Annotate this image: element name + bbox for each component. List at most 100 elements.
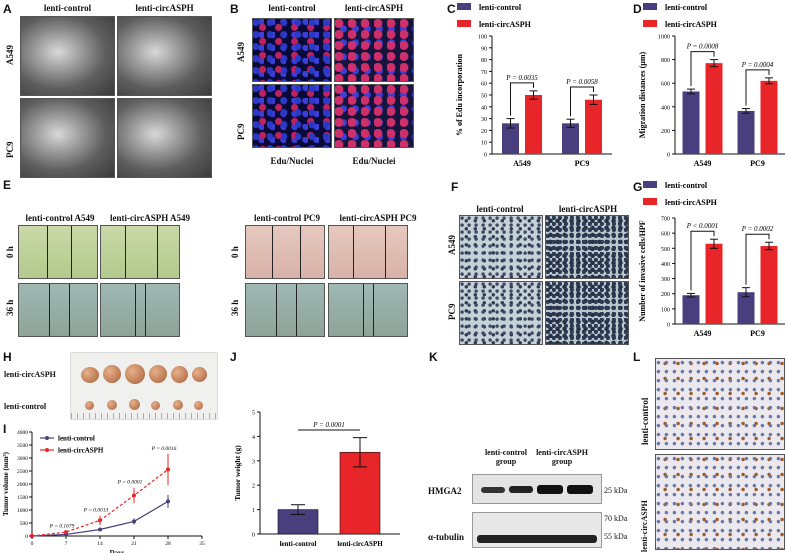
x-tick-label: PC9 xyxy=(750,159,765,168)
panel-letter-a: A xyxy=(3,2,12,16)
y-tick-label: 700 xyxy=(661,217,670,223)
y-tick-label: 0 xyxy=(484,153,487,159)
chart-c: 0 10 20 30 40 50 60 70 80 90 100 % of Edu incorpora… xyxy=(455,3,612,168)
legend-label: lenti-circASPH xyxy=(665,198,718,207)
y-tick-label: 3500 xyxy=(17,443,28,449)
y-tick-label: 5 xyxy=(252,411,255,417)
bar xyxy=(682,295,700,324)
data-point xyxy=(132,493,136,498)
panel-a-col-header: lenti-control xyxy=(43,3,92,13)
legend-swatch xyxy=(643,198,657,205)
panel-e-row-label: 0 h xyxy=(230,246,240,258)
panel-letter-l: L xyxy=(633,350,641,364)
legend-label: lenti-control xyxy=(479,3,522,12)
legend-label: lenti-control xyxy=(58,435,95,443)
bar xyxy=(705,63,723,154)
bar xyxy=(760,246,778,324)
legend-swatch xyxy=(643,20,657,27)
x-tick-label: lenti-control xyxy=(280,540,317,548)
bar xyxy=(502,123,519,154)
x-tick-label: PC9 xyxy=(750,329,765,338)
significance-bracket xyxy=(745,69,770,106)
p-value-label: P = 0.0002 xyxy=(741,225,774,233)
x-tick-label: A549 xyxy=(694,159,712,168)
wound-image xyxy=(100,225,180,279)
legend-label: lenti-control xyxy=(665,3,708,12)
transwell-image xyxy=(545,281,629,345)
p-value-label: P = 0.0013 xyxy=(83,508,109,514)
x-axis-label: Days xyxy=(110,549,125,553)
panel-b-caption: Edu/Nuclei xyxy=(352,156,396,166)
legend-label: lenti-circASPH xyxy=(58,447,104,455)
wound-image xyxy=(245,225,325,279)
significance-bracket xyxy=(745,233,770,285)
y-axis-label: Tumor weight (g) xyxy=(233,445,242,501)
bar xyxy=(705,243,723,324)
p-value-label: P = 0.0001 xyxy=(117,480,143,486)
x-tick-label: lenti-circASPH xyxy=(337,540,383,548)
y-tick-label: 10 xyxy=(481,141,487,147)
bar xyxy=(525,95,542,154)
y-tick-label: 600 xyxy=(661,82,670,88)
panel-f-col-header: lenti-circASPH xyxy=(558,204,618,214)
y-tick-label: 500 xyxy=(661,247,670,253)
chart-g: 0 100 200 300 400 500 600 700 Number of invasive… xyxy=(638,181,785,338)
y-tick-label: 2000 xyxy=(17,482,28,488)
p-value-label: P = 0.0008 xyxy=(686,43,719,51)
panel-letter-d: D xyxy=(633,2,642,16)
blot-tubulin xyxy=(472,512,602,548)
panel-letter-h: H xyxy=(3,350,12,364)
panel-letter-g: G xyxy=(633,180,643,194)
y-tick-label: 3 xyxy=(252,459,255,465)
sem-image xyxy=(117,16,212,96)
y-tick-label: 4 xyxy=(252,435,255,441)
y-tick-label: 0 xyxy=(667,153,670,159)
panel-letter-k: K xyxy=(429,350,438,364)
y-tick-label: 50 xyxy=(481,94,487,100)
panel-e-col-header: lenti-control A549 xyxy=(25,213,95,223)
tumor-photo xyxy=(70,352,218,420)
panel-e-col-header: lenti-circASPH A549 xyxy=(109,213,191,223)
panel-letter-b: B xyxy=(230,2,239,16)
panel-b-row-label: PC9 xyxy=(236,123,246,141)
panel-f-row-label: A549 xyxy=(447,235,457,255)
panel-h-row-label: lenti-control xyxy=(4,402,47,411)
data-point xyxy=(30,534,34,538)
panel-h-row-label: lenti-circASPH xyxy=(4,370,56,379)
significance-bracket xyxy=(570,86,594,117)
data-point xyxy=(98,518,102,523)
panel-k-group-label: lenti-control group xyxy=(484,448,528,466)
p-value-label: P = 0.0058 xyxy=(565,78,598,86)
y-tick-label: 100 xyxy=(661,307,670,313)
transwell-image xyxy=(459,281,543,345)
y-tick-label: 4000 xyxy=(17,430,28,436)
y-tick-label: 40 xyxy=(481,105,487,111)
y-axis-label: % of Edu incorporation xyxy=(455,53,464,136)
edu-image xyxy=(334,84,414,148)
y-tick-label: 1000 xyxy=(17,508,28,514)
panel-f-col-header: lenti-control xyxy=(476,204,524,214)
y-axis-label: Migration distances (μm) xyxy=(638,52,647,139)
y-tick-label: 90 xyxy=(481,46,487,52)
chart-i: 0 500 1000 1500 2000 2500 3000 3500 4000 0 7 14 21 28… xyxy=(2,430,205,553)
x-tick-label: 7 xyxy=(65,541,68,547)
edu-image xyxy=(252,84,332,148)
p-value-label: P = 0.1679 xyxy=(49,523,75,529)
wound-image xyxy=(328,225,408,279)
ihc-image xyxy=(655,454,785,550)
x-tick-label: A549 xyxy=(513,159,531,168)
panel-b-caption: Edu/Nuclei xyxy=(270,156,314,166)
y-tick-label: 500 xyxy=(20,521,29,527)
data-point xyxy=(166,467,170,472)
panel-k-row-label: α-tubulin xyxy=(428,532,465,542)
marker-label: 55 kDa xyxy=(604,532,628,541)
panel-letter-j: J xyxy=(230,350,237,364)
x-tick-label: PC9 xyxy=(575,159,590,168)
y-tick-label: 2 xyxy=(252,484,255,490)
p-value-label: P = 0.0035 xyxy=(505,74,538,82)
y-tick-label: 400 xyxy=(661,262,670,268)
sem-image xyxy=(117,98,212,178)
panel-a-row-label: PC9 xyxy=(5,141,15,159)
y-tick-label: 80 xyxy=(481,58,487,64)
panel-e-col-header: lenti-control PC9 xyxy=(253,213,321,223)
